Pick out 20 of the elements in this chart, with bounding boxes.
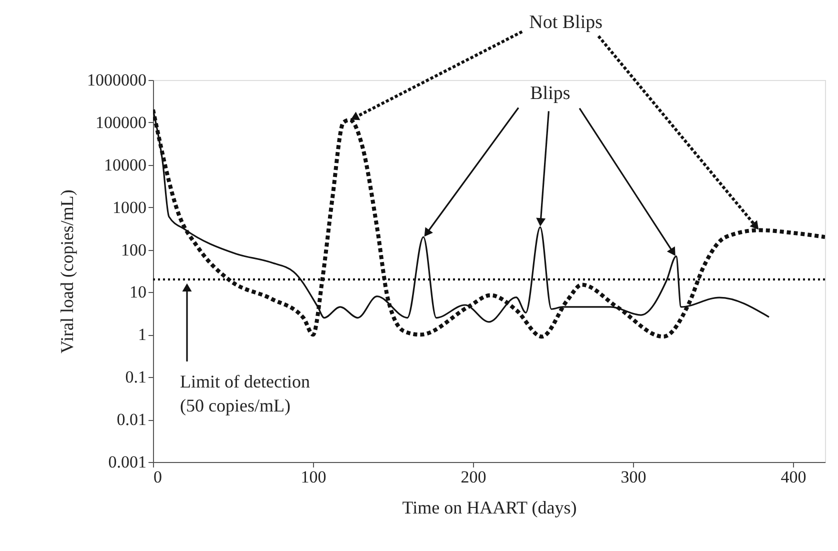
x-tick-label: 0 <box>154 468 162 486</box>
y-tick-label: 0.001 <box>108 452 146 472</box>
y-tick-label: 1 <box>138 325 146 344</box>
y-tick-label: 100000 <box>96 112 146 132</box>
x-tick-label: 200 <box>460 468 486 486</box>
ref-line-label: Limit of detection (50 copies/mL) <box>180 371 310 416</box>
y-tick-label: 1000000 <box>87 70 146 90</box>
x-axis-title: Time on HAART (days) <box>402 498 577 518</box>
x-tick-label: 400 <box>780 468 806 486</box>
x-tick-label: 300 <box>620 468 646 486</box>
y-axis-title: Viral load (copies/mL) <box>57 190 77 354</box>
y-tick-label: 0.01 <box>116 410 146 430</box>
annotation: Blips <box>530 83 570 104</box>
x-tick-label: 100 <box>300 468 326 486</box>
y-tick-label: 0.1 <box>125 368 146 387</box>
annotation: Not Blips <box>529 12 602 33</box>
y-tick-label: 10000 <box>104 155 146 174</box>
y-tick-label: 100 <box>121 240 146 260</box>
y-tick-label: 1000 <box>112 198 146 217</box>
y-tick-label: 10 <box>130 282 146 302</box>
